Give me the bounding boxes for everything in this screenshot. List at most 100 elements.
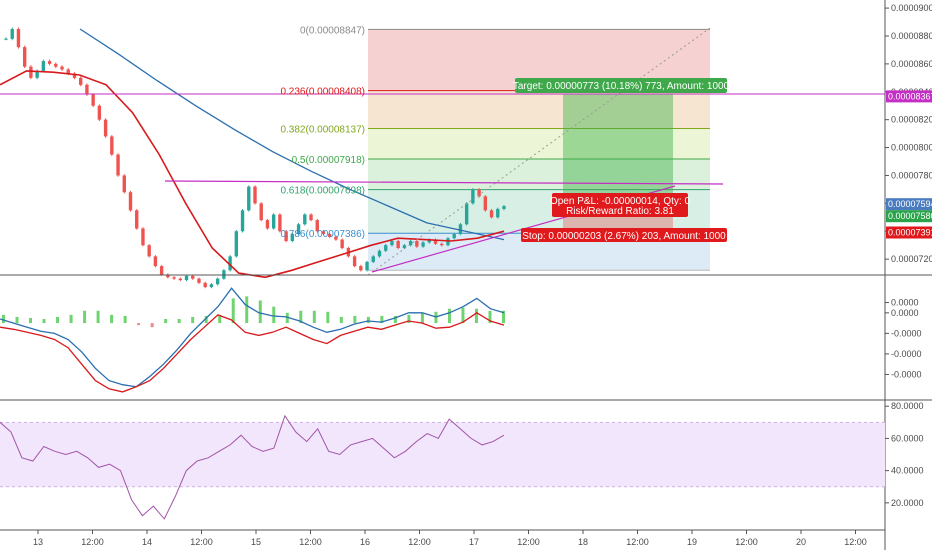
time-tick-label: 20 — [796, 537, 806, 547]
macd-bar — [69, 314, 73, 324]
target-label: Target: 0.00000773 (10.18%) 773, Amount:… — [513, 78, 730, 93]
pnl-label-text: Open P&L: -0.00000014, Qty: 0 — [550, 196, 691, 207]
macd-bar — [96, 310, 100, 324]
candle-body — [209, 284, 214, 288]
candle-body — [365, 261, 369, 271]
candle-body — [290, 234, 295, 242]
candle-body — [16, 29, 21, 48]
macd-tick-label: -0.0000 — [891, 349, 922, 359]
macd-bar — [218, 314, 222, 324]
price-tag — [886, 226, 932, 239]
candle-body — [191, 275, 195, 279]
fib-level-label: 0.382(0.00008137) — [280, 124, 365, 135]
macd-bar — [83, 310, 87, 324]
pnl-label-text: Risk/Reward Ratio: 3.81 — [566, 206, 674, 217]
horizontal-line-resistance[interactable] — [164, 180, 724, 185]
candle-body — [253, 186, 257, 204]
candle-body — [303, 214, 307, 225]
candle-body — [153, 256, 158, 267]
candle-body — [265, 220, 270, 229]
candle-body — [433, 239, 438, 244]
time-tick-label: 12:00 — [81, 537, 104, 547]
candlesticks — [4, 27, 506, 289]
candle-body — [440, 243, 444, 246]
candle-body — [85, 84, 89, 95]
candle-body — [215, 278, 220, 285]
rsi-axis[interactable]: 80.0000 60.0000 40.0000 20.0000 — [885, 401, 924, 508]
candle-body — [415, 241, 419, 247]
candle-body — [240, 210, 245, 232]
macd-bar — [461, 307, 465, 324]
candle-body — [128, 192, 133, 211]
price-tag — [886, 90, 932, 103]
candle-body — [29, 66, 33, 78]
candle-body — [41, 61, 46, 71]
time-tick-label: 16 — [360, 537, 370, 547]
time-tick-label: 12:00 — [408, 537, 431, 547]
macd-bar — [502, 310, 505, 324]
candle-body — [247, 186, 251, 211]
macd-bar — [29, 317, 33, 324]
candle-body — [91, 94, 95, 106]
candle-body — [172, 277, 176, 279]
macd-histogram — [2, 296, 505, 328]
candle-body — [4, 38, 8, 40]
candle-body — [228, 256, 232, 271]
candle-body — [22, 47, 27, 67]
target-zone[interactable] — [563, 94, 673, 205]
candle-body — [116, 154, 120, 176]
price-tags: 0.00008367 0.00007594 0.00007580 0.00007391 — [886, 90, 932, 239]
macd-bar — [258, 300, 262, 324]
macd-pane — [0, 287, 505, 393]
candle-body — [359, 266, 363, 271]
macd-bar — [177, 318, 181, 324]
price-tag-label: 0.00008367 — [888, 91, 932, 101]
macd-bar — [488, 310, 492, 324]
rsi-pane — [0, 414, 885, 520]
macd-tick-label: 0.0000 — [891, 298, 919, 308]
candle-body — [408, 241, 413, 246]
candle-body — [178, 278, 182, 281]
candle-body — [135, 210, 139, 229]
time-tick-label: 12:00 — [190, 537, 213, 547]
candle-body — [427, 239, 431, 243]
candle-body — [103, 119, 108, 137]
candle-body — [278, 214, 282, 232]
pnl-label-bg — [552, 193, 688, 217]
macd-bar — [474, 308, 478, 324]
candle-body — [496, 208, 500, 218]
rsi-tick-label: 60.0000 — [891, 433, 924, 443]
price-axis[interactable]: 0.000090000.000088000.000086000.00008400… — [885, 3, 932, 264]
stop-label-text: Stop: 0.00000203 (2.67%) 203, Amount: 10… — [522, 231, 726, 242]
fib-labels: 0(0.00008847) 0.236(0.00008408) 0.382(0.00… — [280, 25, 365, 240]
fib-level-label: 0.236(0.00008408) — [280, 87, 365, 98]
candle-body — [271, 214, 276, 229]
rsi-tick-label: 80.0000 — [891, 401, 924, 411]
macd-axis[interactable]: 0.00000.0000 -0.0000 -0.0000 -0.0000 — [885, 298, 922, 380]
candle-body — [458, 224, 463, 235]
fib-zone — [368, 128, 710, 160]
time-tick-label: 19 — [687, 537, 697, 547]
fib-level-label: 0.786(0.00007386) — [280, 229, 365, 240]
macd-bar — [380, 315, 384, 324]
candle-body — [72, 73, 77, 78]
time-axis[interactable]: 13 12:00 14 12:00 15 12:00 16 12:00 17 12:00 18 12:… — [33, 530, 867, 547]
candle-body — [79, 77, 83, 85]
candle-body — [159, 266, 164, 275]
stop-label: Stop: 0.00000203 (2.67%) 203, Amount: 10… — [521, 228, 727, 242]
fib-level-label: 0.5(0.00007918) — [292, 155, 365, 166]
moving-average-blue — [79, 28, 505, 241]
candle-body — [122, 175, 126, 193]
time-tick-label: 14 — [142, 537, 152, 547]
candle-body — [10, 29, 14, 39]
candle-body — [321, 231, 326, 235]
price-tag-label: 0.00007580 — [888, 211, 932, 221]
candle-body — [464, 203, 469, 225]
main-price-pane: 0(0.00008847) 0.236(0.00008408) 0.382(0.00… — [0, 25, 885, 289]
time-tick-label: 12:00 — [626, 537, 649, 547]
